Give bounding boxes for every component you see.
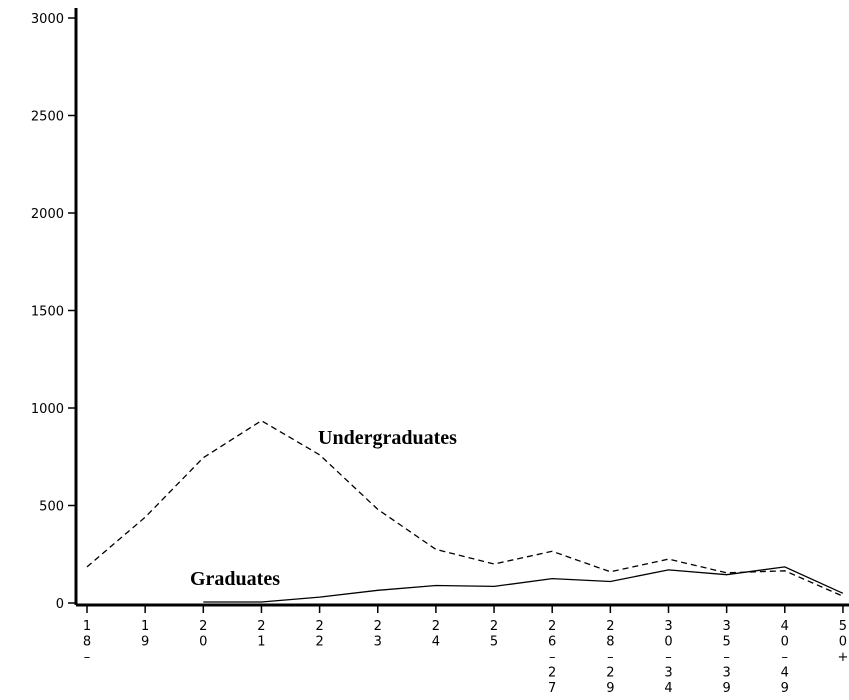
x-tick-label: 2 8–2 9 — [606, 619, 614, 696]
x-tick-label: 3 0–3 4 — [664, 619, 672, 696]
x-tick-label: 1 8– — [83, 619, 91, 665]
y-tick-label: 1000 — [31, 402, 64, 417]
x-axis: 1 8 – 1 9 2 0 2 1 2 2 2 3 2 4 2 5 2 6–2 7 2 8–2 9 3 0–3 4 3 5–3 9 4 0–… — [76, 603, 849, 696]
series-line-0 — [86, 419, 844, 597]
y-tick-label: 2500 — [31, 110, 64, 125]
y-tick-label: 1500 — [31, 305, 64, 320]
series-line-1 — [203, 566, 844, 603]
y-tick-label: 3000 — [31, 12, 64, 27]
x-tick-label: 2 6–2 7 — [548, 619, 556, 696]
x-tick-label: 4 0–4 9 — [781, 619, 789, 696]
y-tick-label: 0 — [56, 597, 64, 612]
graduates-annotation: Graduates — [190, 568, 280, 590]
y-axis: 0 500 1000 1500 2000 2500 3000 — [31, 8, 78, 612]
x-tick-label: 5 0 + — [837, 619, 848, 665]
x-tick-label: 3 5–3 9 — [723, 619, 731, 696]
y-tick-label: 2000 — [31, 207, 64, 222]
series-layer — [86, 419, 844, 603]
undergraduates-annotation: Undergraduates — [318, 427, 457, 449]
y-tick-label: 500 — [39, 500, 64, 515]
